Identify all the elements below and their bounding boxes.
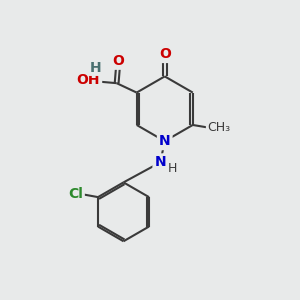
Text: Cl: Cl [68, 187, 83, 201]
Text: O: O [159, 47, 171, 61]
Text: O: O [112, 54, 124, 68]
Text: H: H [89, 61, 101, 75]
Text: CH₃: CH₃ [207, 122, 230, 134]
Text: N: N [154, 155, 166, 170]
Text: N: N [159, 134, 170, 148]
Text: OH: OH [76, 73, 100, 87]
Text: H: H [168, 162, 177, 175]
